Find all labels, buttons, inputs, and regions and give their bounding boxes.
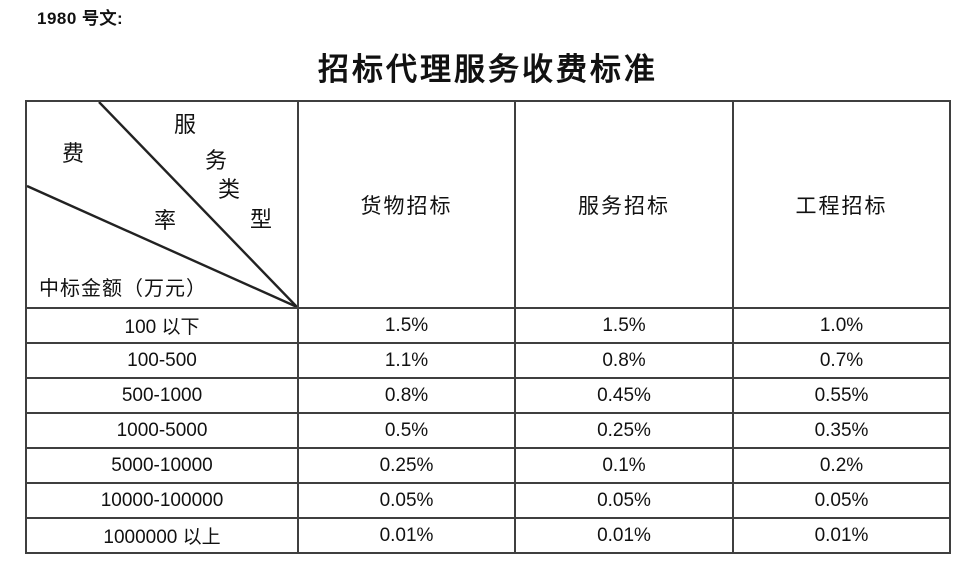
header-row: 费 率 服 务 类 型 中标金额（万元） 货物招标 服务招标 工程招标 [25,100,951,309]
corner-type-char-4: 型 [250,207,273,232]
row-label: 500-1000 [25,377,299,414]
fee-value: 1.0% [732,307,951,344]
column-header-goods: 货物招标 [297,100,516,309]
row-label: 1000-5000 [25,412,299,449]
corner-rate-char-1: 费 [62,141,85,166]
row-label: 5000-10000 [25,447,299,484]
corner-type-char-2: 务 [205,148,228,173]
table-row: 1000000 以上 0.01% 0.01% 0.01% [25,517,951,554]
fee-value: 0.8% [514,342,734,379]
fee-value: 0.45% [514,377,734,414]
fee-value: 1.5% [297,307,516,344]
row-label: 10000-100000 [25,482,299,519]
column-header-services: 服务招标 [514,100,734,309]
row-label: 100 以下 [25,307,299,344]
fee-value: 1.1% [297,342,516,379]
column-header-engineering: 工程招标 [732,100,951,309]
fee-value: 0.7% [732,342,951,379]
corner-type-char-3: 类 [218,177,241,202]
fee-value: 0.05% [297,482,516,519]
corner-row-axis-label: 中标金额（万元） [39,278,207,300]
table-row: 5000-10000 0.25% 0.1% 0.2% [25,447,951,484]
page-title: 招标代理服务收费标准 [318,52,658,87]
table-row: 1000-5000 0.5% 0.25% 0.35% [25,412,951,449]
fee-value: 0.5% [297,412,516,449]
table-row: 100 以下 1.5% 1.5% 1.0% [25,307,951,344]
fee-value: 0.01% [514,517,734,554]
fee-table: 费 率 服 务 类 型 中标金额（万元） 货物招标 服务招标 工程招标 100 … [25,100,951,554]
fee-value: 0.25% [514,412,734,449]
fee-value: 0.01% [732,517,951,554]
doc-reference: 1980 号文: [37,9,124,28]
fee-value: 0.05% [514,482,734,519]
fee-value: 0.05% [732,482,951,519]
corner-rate-char-2: 率 [154,208,177,233]
table-row: 500-1000 0.8% 0.45% 0.55% [25,377,951,414]
table-row: 10000-100000 0.05% 0.05% 0.05% [25,482,951,519]
row-label: 100-500 [25,342,299,379]
fee-value: 0.55% [732,377,951,414]
fee-value: 1.5% [514,307,734,344]
corner-header-cell: 费 率 服 务 类 型 中标金额（万元） [25,100,299,309]
row-label: 1000000 以上 [25,517,299,554]
fee-value: 0.25% [297,447,516,484]
fee-value: 0.1% [514,447,734,484]
fee-value: 0.35% [732,412,951,449]
fee-value: 0.01% [297,517,516,554]
diagonal-divider-lines [28,103,296,306]
corner-type-char-1: 服 [174,112,197,137]
table-row: 100-500 1.1% 0.8% 0.7% [25,342,951,379]
fee-value: 0.2% [732,447,951,484]
fee-value: 0.8% [297,377,516,414]
